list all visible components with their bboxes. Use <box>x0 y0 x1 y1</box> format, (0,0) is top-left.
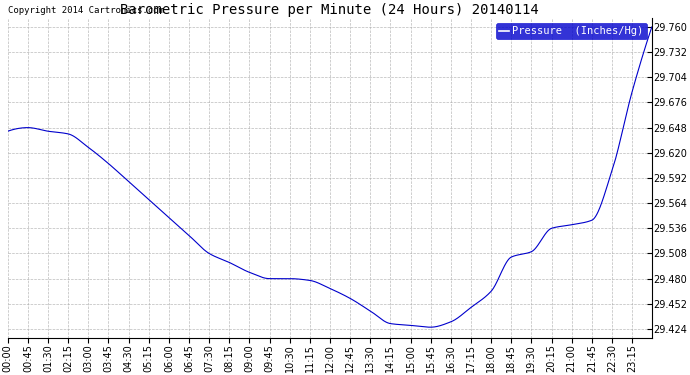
Legend: Pressure  (Inches/Hg): Pressure (Inches/Hg) <box>495 23 647 39</box>
Text: Copyright 2014 Cartronics.com: Copyright 2014 Cartronics.com <box>8 6 164 15</box>
Title: Barometric Pressure per Minute (24 Hours) 20140114: Barometric Pressure per Minute (24 Hours… <box>121 3 539 17</box>
